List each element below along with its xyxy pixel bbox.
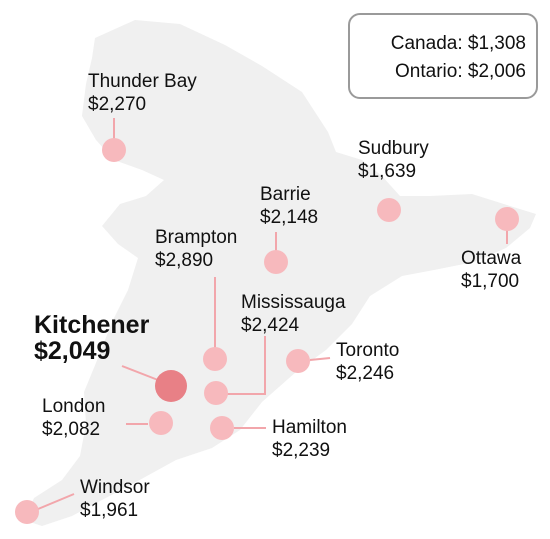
marker-london[interactable] bbox=[149, 411, 173, 435]
marker-sudbury[interactable] bbox=[377, 198, 401, 222]
summary-box: Canada: $1,308 Ontario: $2,006 bbox=[348, 13, 538, 99]
label-ottawa: Ottawa $1,700 bbox=[461, 247, 521, 293]
city-name: Ottawa bbox=[461, 248, 522, 269]
label-windsor: Windsor $1,961 bbox=[80, 476, 150, 522]
label-thunder-bay: Thunder Bay $2,270 bbox=[88, 70, 197, 116]
marker-kitchener[interactable] bbox=[155, 370, 187, 402]
marker-barrie[interactable] bbox=[264, 250, 288, 274]
leader-lines bbox=[37, 118, 508, 510]
city-name: Mississauga bbox=[241, 292, 346, 313]
marker-brampton[interactable] bbox=[203, 347, 227, 371]
leader-toronto bbox=[309, 357, 331, 361]
leader-windsor bbox=[37, 493, 75, 510]
label-barrie: Barrie $2,148 bbox=[260, 183, 318, 229]
city-rent: $2,246 bbox=[336, 363, 395, 384]
label-sudbury: Sudbury $1,639 bbox=[358, 137, 429, 183]
city-name: Brampton bbox=[155, 227, 238, 248]
city-rent: $2,082 bbox=[42, 419, 101, 440]
label-london: London $2,082 bbox=[42, 395, 105, 441]
city-rent: $1,639 bbox=[358, 161, 417, 182]
city-rent: $2,239 bbox=[272, 440, 331, 461]
marker-toronto[interactable] bbox=[286, 349, 310, 373]
city-name: Sudbury bbox=[358, 138, 429, 159]
city-name: Barrie bbox=[260, 184, 311, 205]
city-rent: $2,049 bbox=[34, 337, 111, 365]
city-name: Kitchener bbox=[34, 311, 150, 339]
marker-thunder-bay[interactable] bbox=[102, 138, 126, 162]
city-rent: $2,890 bbox=[155, 250, 214, 271]
marker-hamilton[interactable] bbox=[210, 416, 234, 440]
city-name: Hamilton bbox=[272, 417, 347, 438]
marker-mississauga[interactable] bbox=[204, 381, 228, 405]
city-markers bbox=[15, 138, 519, 524]
ontario-average: Ontario: $2,006 bbox=[395, 61, 526, 82]
leader-kitchener bbox=[121, 365, 159, 381]
label-brampton: Brampton $2,890 bbox=[155, 226, 237, 272]
city-name: Thunder Bay bbox=[88, 71, 197, 92]
city-rent: $2,424 bbox=[241, 315, 300, 336]
marker-ottawa[interactable] bbox=[495, 207, 519, 231]
city-name: Windsor bbox=[80, 477, 150, 498]
canada-average: Canada: $1,308 bbox=[390, 33, 526, 54]
city-rent: $2,270 bbox=[88, 94, 147, 115]
label-hamilton: Hamilton $2,239 bbox=[272, 416, 347, 462]
city-rent: $1,700 bbox=[461, 271, 520, 292]
city-rent: $2,148 bbox=[260, 207, 319, 228]
label-toronto: Toronto $2,246 bbox=[336, 339, 399, 385]
city-rent: $1,961 bbox=[80, 500, 139, 521]
leader-mississauga bbox=[224, 336, 266, 395]
city-name: London bbox=[42, 396, 106, 417]
city-name: Toronto bbox=[336, 340, 400, 361]
marker-windsor[interactable] bbox=[15, 500, 39, 524]
label-mississauga: Mississauga $2,424 bbox=[241, 291, 346, 337]
label-kitchener: Kitchener $2,049 bbox=[34, 312, 149, 364]
